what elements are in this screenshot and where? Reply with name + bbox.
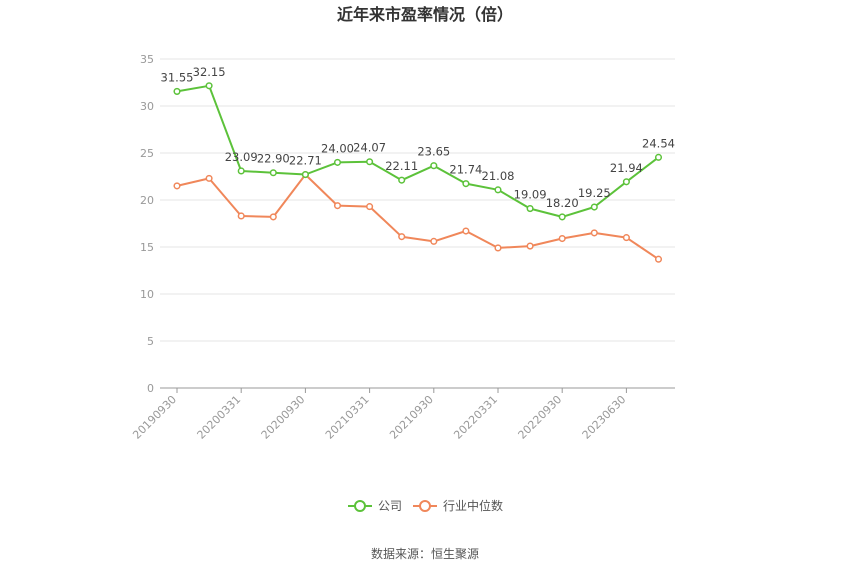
company-data-point bbox=[622, 178, 630, 186]
y-tick-label: 5 bbox=[147, 335, 154, 348]
industry-median-data-point bbox=[622, 234, 630, 242]
company-data-label: 32.15 bbox=[193, 65, 226, 79]
company-data-label: 18.20 bbox=[546, 196, 579, 210]
industry-median-data-point bbox=[558, 234, 566, 243]
company-data-label: 22.71 bbox=[289, 154, 322, 168]
industry-median-data-point bbox=[237, 212, 245, 220]
company-data-point bbox=[333, 158, 342, 166]
x-tick-label: 20220930 bbox=[516, 393, 565, 442]
company-data-point bbox=[301, 170, 309, 179]
company-data-point bbox=[430, 162, 438, 170]
series-layer bbox=[173, 82, 663, 263]
x-tick-label: 20210331 bbox=[323, 393, 372, 442]
industry-median-series-line bbox=[176, 173, 660, 261]
company-data-point bbox=[654, 153, 663, 161]
y-tick-label: 10 bbox=[140, 288, 154, 301]
legend: 公司 行业中位数 bbox=[348, 498, 503, 513]
x-tick-label: 20220331 bbox=[451, 393, 500, 442]
y-tick-label: 20 bbox=[140, 194, 154, 207]
industry-median-data-point bbox=[173, 182, 181, 190]
company-data-label: 21.94 bbox=[610, 161, 643, 175]
company-data-label: 22.90 bbox=[257, 152, 290, 166]
y-tick-label: 0 bbox=[147, 382, 154, 395]
x-tick-label: 20230630 bbox=[580, 393, 629, 442]
company-data-point bbox=[398, 176, 406, 184]
company-data-label: 21.08 bbox=[482, 169, 515, 183]
company-data-label: 23.65 bbox=[417, 145, 450, 159]
company-data-point bbox=[173, 87, 181, 95]
legend-item-company[interactable]: 公司 bbox=[348, 499, 402, 513]
company-data-point bbox=[269, 169, 277, 177]
company-data-label: 24.07 bbox=[353, 141, 386, 155]
chart-title: 近年来市盈率情况（倍） bbox=[337, 5, 513, 24]
company-data-point bbox=[494, 186, 502, 194]
y-tick-label: 30 bbox=[140, 100, 154, 113]
legend-company-label: 公司 bbox=[378, 499, 402, 513]
industry-median-data-point bbox=[654, 255, 663, 263]
industry-median-data-point bbox=[269, 213, 277, 221]
company-data-point bbox=[205, 82, 213, 90]
x-tick-label: 20190930 bbox=[130, 393, 179, 442]
company-data-point bbox=[237, 167, 245, 175]
company-data-label: 21.74 bbox=[449, 163, 482, 177]
y-tick-label: 15 bbox=[140, 241, 154, 254]
industry-median-data-point bbox=[430, 237, 438, 245]
company-data-point bbox=[462, 180, 470, 188]
legend-industry-marker bbox=[419, 500, 431, 512]
industry-median-data-point bbox=[526, 242, 534, 250]
data-source: 数据来源：恒生聚源 bbox=[371, 546, 479, 561]
x-tick-label: 20200331 bbox=[195, 393, 244, 442]
y-tick-label: 35 bbox=[140, 53, 154, 66]
industry-median-data-point bbox=[205, 174, 213, 182]
industry-median-data-point bbox=[398, 233, 406, 241]
industry-median-data-point bbox=[366, 203, 374, 211]
x-tick-label: 20210930 bbox=[387, 393, 436, 442]
company-data-point bbox=[558, 213, 566, 221]
industry-median-data-point bbox=[494, 244, 502, 252]
industry-median-data-point bbox=[590, 229, 598, 237]
company-data-label: 24.54 bbox=[642, 136, 675, 150]
y-tick-label: 25 bbox=[140, 147, 154, 160]
company-data-point bbox=[590, 203, 598, 211]
legend-item-industry-median[interactable]: 行业中位数 bbox=[413, 498, 503, 513]
company-data-label: 22.11 bbox=[385, 159, 418, 173]
company-series-line bbox=[176, 84, 660, 218]
legend-company-marker bbox=[354, 500, 366, 512]
industry-median-data-point bbox=[462, 227, 470, 235]
legend-industry-label: 行业中位数 bbox=[443, 498, 503, 513]
industry-median-data-point bbox=[333, 202, 342, 210]
x-tick-label: 20200930 bbox=[259, 393, 308, 442]
company-data-label: 23.09 bbox=[225, 150, 258, 164]
grid-layer bbox=[160, 58, 675, 342]
company-data-label: 31.55 bbox=[161, 70, 194, 84]
company-data-label: 19.09 bbox=[514, 188, 547, 202]
company-data-point bbox=[366, 158, 374, 166]
company-data-label: 24.00 bbox=[321, 141, 354, 155]
company-data-label: 19.25 bbox=[578, 186, 611, 200]
company-data-point bbox=[526, 205, 534, 213]
